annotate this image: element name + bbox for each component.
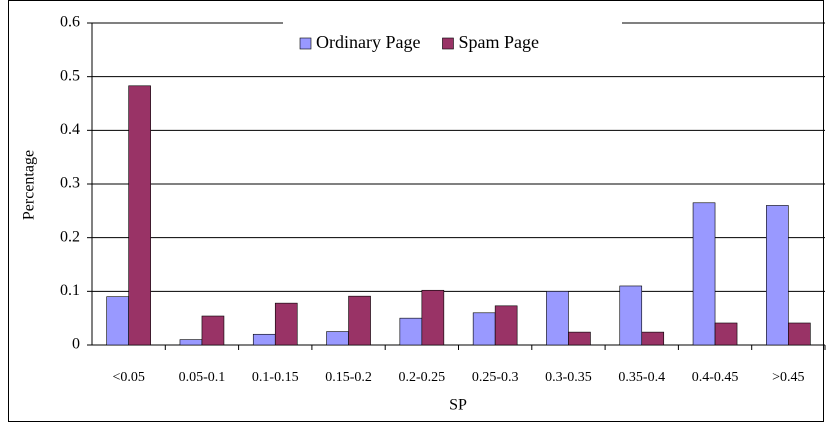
legend-swatch bbox=[299, 37, 312, 50]
y-tick-label: 0.6 bbox=[60, 14, 80, 31]
bar bbox=[619, 285, 643, 346]
legend-label: Spam Page bbox=[458, 32, 539, 52]
bar bbox=[326, 331, 349, 346]
bar bbox=[494, 305, 518, 346]
y-tick-label: 0.4 bbox=[60, 121, 80, 138]
x-tick-label: 0.05-0.1 bbox=[179, 370, 226, 385]
bar bbox=[641, 331, 665, 346]
x-tick-label: <0.05 bbox=[112, 370, 144, 385]
bar bbox=[766, 205, 789, 346]
y-tick-label: 0 bbox=[72, 336, 80, 353]
bar bbox=[274, 302, 298, 346]
y-axis-title: Percentage bbox=[21, 150, 38, 220]
bar bbox=[546, 291, 569, 346]
bar bbox=[106, 296, 129, 346]
bar bbox=[788, 322, 811, 346]
x-tick-label: 0.3-0.35 bbox=[545, 370, 592, 385]
bar bbox=[128, 85, 151, 346]
y-tick-label: 0.1 bbox=[60, 282, 80, 299]
bar bbox=[348, 295, 371, 346]
x-tick-label: >0.45 bbox=[772, 370, 804, 385]
bar bbox=[201, 315, 225, 346]
x-tick-label: 0.35-0.4 bbox=[618, 370, 665, 385]
bar bbox=[179, 339, 203, 346]
x-tick-label: 0.1-0.15 bbox=[252, 370, 299, 385]
y-tick-label: 0.2 bbox=[60, 228, 80, 245]
x-axis-title: SP bbox=[449, 397, 467, 414]
x-tick-label: 0.15-0.2 bbox=[325, 370, 372, 385]
x-tick-label: 0.4-0.45 bbox=[692, 370, 739, 385]
bar bbox=[472, 312, 496, 346]
bar bbox=[252, 333, 276, 346]
bar bbox=[421, 289, 445, 346]
bar bbox=[714, 322, 738, 346]
legend-swatch bbox=[442, 37, 454, 50]
y-tick-label: 0.5 bbox=[60, 67, 80, 84]
bar bbox=[692, 202, 716, 346]
x-tick-label: 0.25-0.3 bbox=[472, 370, 519, 385]
x-tick-label: 0.2-0.25 bbox=[399, 370, 446, 385]
bar bbox=[568, 331, 591, 346]
y-tick-label: 0.3 bbox=[60, 175, 80, 192]
bar bbox=[399, 317, 423, 346]
legend-label: Ordinary Page bbox=[316, 32, 420, 52]
